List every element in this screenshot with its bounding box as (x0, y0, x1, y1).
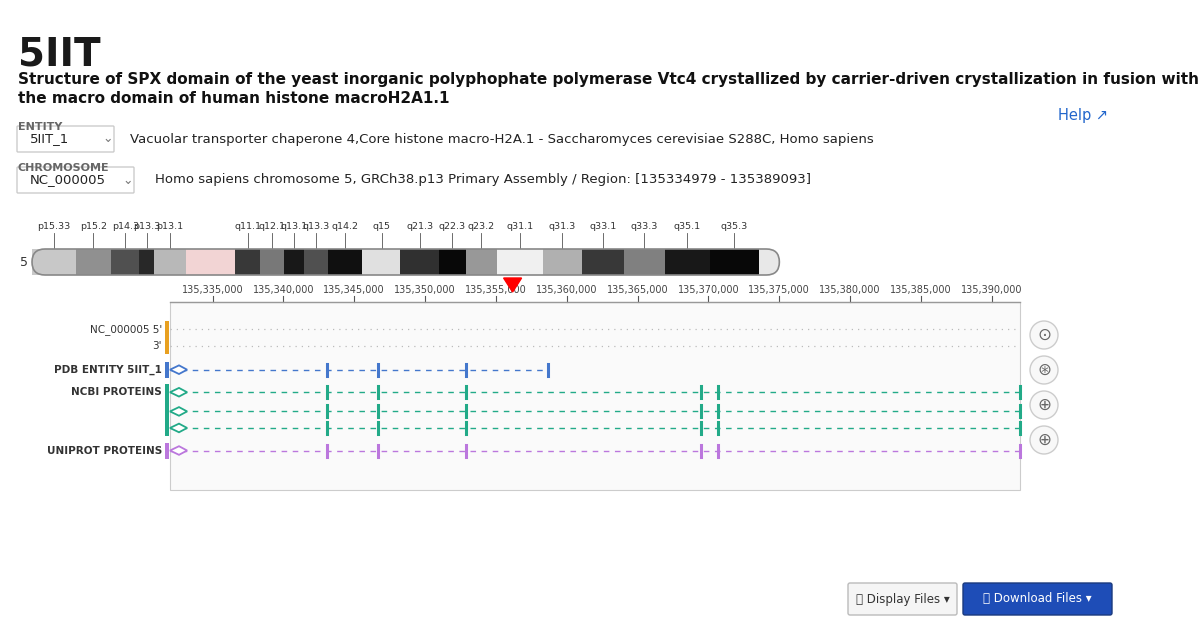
Text: q35.1: q35.1 (673, 222, 701, 231)
Polygon shape (504, 278, 522, 292)
Bar (328, 249, 362, 275)
Bar (166, 443, 169, 458)
Text: q31.3: q31.3 (548, 222, 576, 231)
Text: CHROMOSOME: CHROMOSOME (18, 163, 109, 173)
Bar (155, 249, 186, 275)
Bar (497, 249, 542, 275)
Polygon shape (170, 446, 187, 455)
Text: p13.3: p13.3 (133, 222, 161, 231)
Bar (235, 249, 260, 275)
Text: q35.3: q35.3 (720, 222, 748, 231)
Text: the macro domain of human histone macroH2A1.1: the macro domain of human histone macroH… (18, 91, 450, 106)
Text: 3': 3' (152, 341, 162, 351)
Text: ⌄: ⌄ (102, 133, 113, 145)
Bar (466, 249, 497, 275)
Text: ⊙: ⊙ (1037, 326, 1051, 344)
Bar (166, 384, 169, 436)
Text: q11.1: q11.1 (234, 222, 262, 231)
Text: q13.1: q13.1 (280, 222, 307, 231)
Text: NC_000005: NC_000005 (30, 173, 106, 187)
Circle shape (1030, 391, 1058, 419)
Text: 135,345,000: 135,345,000 (323, 285, 385, 295)
Text: p14.3: p14.3 (112, 222, 139, 231)
Bar (401, 249, 439, 275)
Text: q21.3: q21.3 (407, 222, 433, 231)
Bar (710, 249, 758, 275)
Text: q23.2: q23.2 (468, 222, 496, 231)
Bar (139, 249, 155, 275)
Bar (260, 249, 284, 275)
Text: 135,355,000: 135,355,000 (464, 285, 527, 295)
Polygon shape (170, 365, 187, 374)
Bar (542, 249, 582, 275)
Text: ⌄: ⌄ (122, 173, 132, 187)
Text: 5IIT: 5IIT (18, 35, 101, 73)
Circle shape (1030, 356, 1058, 384)
Text: 135,380,000: 135,380,000 (820, 285, 881, 295)
Text: 135,365,000: 135,365,000 (607, 285, 668, 295)
Text: q33.1: q33.1 (589, 222, 617, 231)
Bar (186, 249, 235, 275)
Bar (170, 302, 1020, 490)
Bar (284, 249, 304, 275)
Text: q31.1: q31.1 (506, 222, 534, 231)
Bar (166, 321, 169, 354)
Text: 5IIT_1: 5IIT_1 (30, 133, 70, 145)
Text: 135,340,000: 135,340,000 (252, 285, 314, 295)
Bar (304, 249, 328, 275)
Text: 5: 5 (20, 255, 28, 269)
Bar (362, 249, 401, 275)
Bar (166, 362, 169, 378)
Polygon shape (170, 388, 187, 397)
Text: NCBI PROTEINS: NCBI PROTEINS (71, 387, 162, 398)
Bar (439, 249, 466, 275)
Bar (665, 249, 710, 275)
Text: q22.3: q22.3 (439, 222, 466, 231)
Text: Vacuolar transporter chaperone 4,Core histone macro-H2A.1 - Saccharomyces cerevi: Vacuolar transporter chaperone 4,Core hi… (130, 133, 874, 145)
Text: Homo sapiens chromosome 5, GRCh38.p13 Primary Assembly / Region: [135334979 - 13: Homo sapiens chromosome 5, GRCh38.p13 Pr… (155, 173, 811, 187)
Text: ⊛: ⊛ (1037, 361, 1051, 379)
Text: q13.3: q13.3 (302, 222, 330, 231)
Bar (32, 249, 76, 275)
Text: p13.1: p13.1 (156, 222, 184, 231)
Text: 135,370,000: 135,370,000 (678, 285, 739, 295)
Text: Structure of SPX domain of the yeast inorganic polyphophate polymerase Vtc4 crys: Structure of SPX domain of the yeast ino… (18, 72, 1199, 87)
Text: q12.1: q12.1 (258, 222, 286, 231)
Bar (624, 249, 665, 275)
Text: Help ↗: Help ↗ (1058, 108, 1108, 123)
Text: ⊕: ⊕ (1037, 396, 1051, 414)
FancyBboxPatch shape (17, 126, 114, 152)
Text: 135,385,000: 135,385,000 (890, 285, 952, 295)
FancyBboxPatch shape (17, 167, 134, 193)
Text: ENTITY: ENTITY (18, 122, 62, 132)
Text: q15: q15 (373, 222, 391, 231)
Text: ⓘ Download Files ▾: ⓘ Download Files ▾ (983, 592, 1092, 606)
Polygon shape (170, 407, 187, 416)
Text: PDB ENTITY 5IIT_1: PDB ENTITY 5IIT_1 (54, 364, 162, 375)
Text: ⊕: ⊕ (1037, 431, 1051, 449)
Circle shape (1030, 321, 1058, 349)
Text: UNIPROT PROTEINS: UNIPROT PROTEINS (47, 446, 162, 455)
Text: 135,375,000: 135,375,000 (749, 285, 810, 295)
Text: 135,360,000: 135,360,000 (536, 285, 598, 295)
FancyBboxPatch shape (32, 249, 779, 275)
Polygon shape (170, 424, 187, 432)
Text: NC_000005 5': NC_000005 5' (90, 324, 162, 335)
Text: ⎙ Display Files ▾: ⎙ Display Files ▾ (856, 592, 949, 606)
Text: q14.2: q14.2 (332, 222, 359, 231)
Text: 135,350,000: 135,350,000 (394, 285, 456, 295)
Text: q33.3: q33.3 (631, 222, 658, 231)
Text: p15.33: p15.33 (37, 222, 71, 231)
FancyBboxPatch shape (848, 583, 958, 615)
Text: 135,390,000: 135,390,000 (961, 285, 1022, 295)
Text: p15.2: p15.2 (79, 222, 107, 231)
FancyBboxPatch shape (964, 583, 1112, 615)
Bar (582, 249, 624, 275)
Circle shape (1030, 426, 1058, 454)
Bar (110, 249, 139, 275)
Text: 135,335,000: 135,335,000 (181, 285, 244, 295)
Bar (76, 249, 110, 275)
